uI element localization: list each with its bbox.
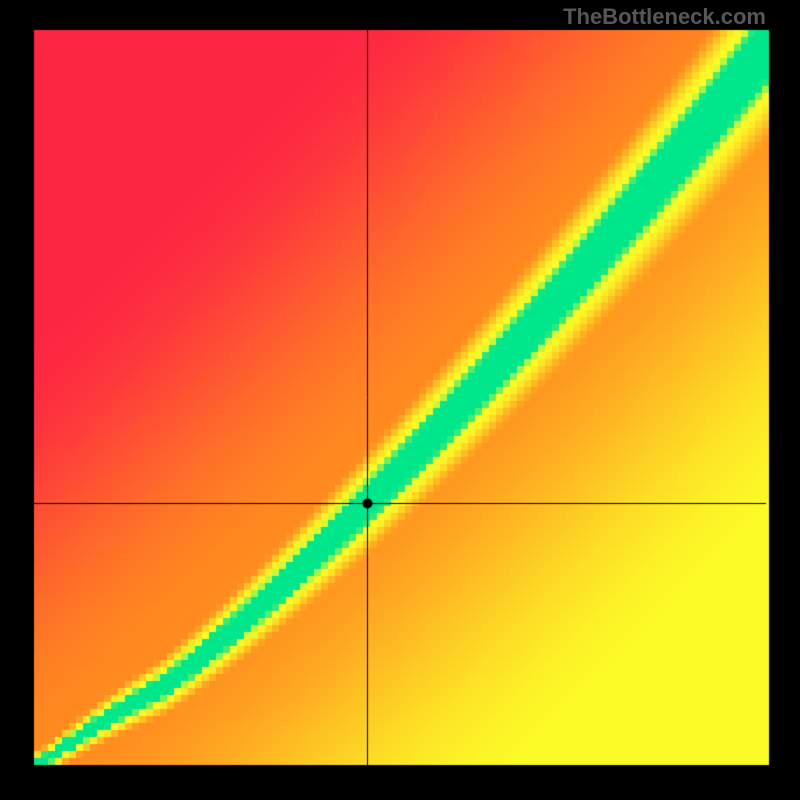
heatmap-canvas xyxy=(0,0,800,800)
chart-container: TheBottleneck.com xyxy=(0,0,800,800)
watermark-text: TheBottleneck.com xyxy=(563,4,766,30)
